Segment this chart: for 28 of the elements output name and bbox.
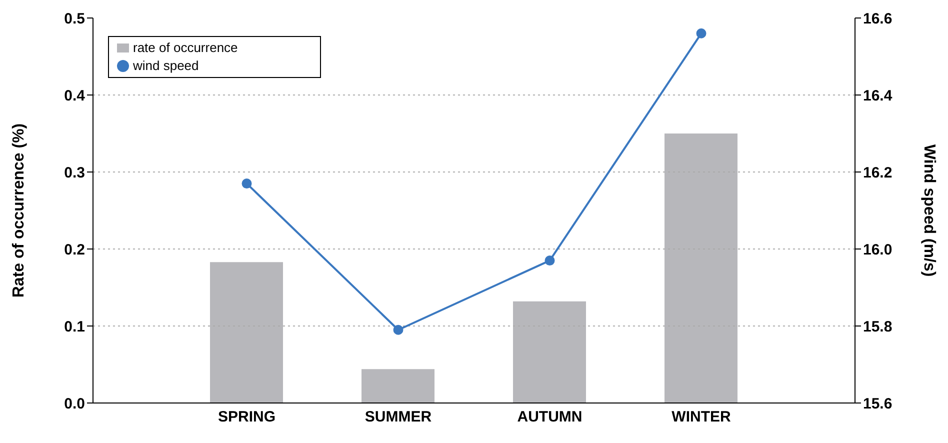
point xyxy=(544,256,555,266)
y2-tick-label: 15.8 xyxy=(863,318,892,336)
x-tick-label: SPRING xyxy=(218,408,276,426)
y-tick-label: 0.3 xyxy=(64,164,85,182)
point xyxy=(696,28,706,38)
point xyxy=(242,178,252,189)
bar xyxy=(210,262,283,403)
y2-tick-label: 16.4 xyxy=(863,87,893,104)
x-tick-label: SUMMER xyxy=(364,408,432,426)
legend-label: rate of occurrence xyxy=(133,40,238,55)
bar xyxy=(362,369,434,403)
y-axis-title: Rate of occurrence (%) xyxy=(10,123,28,298)
bar xyxy=(513,301,586,403)
y-tick-label: 0.5 xyxy=(64,10,85,28)
x-tick-label: AUTUMN xyxy=(517,408,582,426)
y-tick-label: 0.2 xyxy=(64,241,85,258)
y-tick-label: 0.1 xyxy=(64,318,85,336)
point xyxy=(393,324,404,335)
y2-tick-label: 16.6 xyxy=(863,10,892,28)
legend-label: wind speed xyxy=(133,58,199,73)
y2-tick-label: 16.0 xyxy=(863,241,892,258)
bar xyxy=(664,134,738,403)
y2-axis-title: Wind speed (m/s) xyxy=(920,144,938,277)
y2-tick-label: 15.6 xyxy=(863,395,892,412)
y-tick-label: 0.0 xyxy=(64,395,85,412)
x-tick-label: WINTER xyxy=(672,408,731,426)
y-tick-label: 0.4 xyxy=(64,87,86,104)
y2-tick-label: 16.2 xyxy=(863,164,892,182)
